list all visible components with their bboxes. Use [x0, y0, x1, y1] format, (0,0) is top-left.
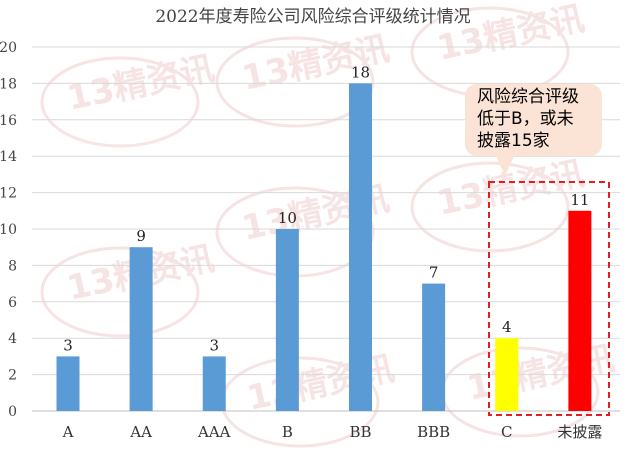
data-label: 3 [63, 336, 73, 354]
highlight-dashed-box [488, 181, 610, 416]
watermark-logo: 13精资讯 [40, 49, 218, 148]
data-label: 11 [570, 191, 589, 209]
bar [202, 356, 226, 411]
data-labels: 3 9 3 10 18 7 4 11 [63, 63, 589, 354]
y-tick-label: 16 [0, 113, 17, 129]
bar [275, 229, 299, 411]
x-tick-label: C [501, 423, 512, 441]
data-label: 9 [136, 227, 146, 245]
data-label: 4 [502, 318, 512, 336]
data-label: 3 [209, 336, 219, 354]
y-tick-label: 0 [8, 404, 17, 420]
x-axis-tick-labels: A AA AAA B BB BBB C 未披露 [62, 423, 603, 441]
x-tick-label: BB [349, 423, 371, 441]
bar [422, 283, 446, 411]
x-tick-label: A [62, 423, 74, 441]
x-tick-label: AA [129, 423, 152, 441]
y-tick-label: 18 [0, 76, 17, 92]
bar [129, 247, 153, 411]
bars [56, 83, 592, 412]
data-label: 10 [278, 209, 297, 227]
bar [349, 83, 372, 412]
y-tick-label: 20 [0, 40, 17, 56]
x-tick-label: B [282, 423, 293, 441]
x-tick-label: AAA [197, 423, 231, 441]
y-tick-label: 12 [0, 186, 17, 202]
callout-pointer [495, 154, 515, 176]
bar [568, 210, 592, 411]
y-tick-label: 2 [8, 368, 17, 384]
y-tick-label: 14 [0, 149, 17, 165]
annotation-callout: 风险综合评级 低于B，或未 披露15家 [465, 84, 602, 156]
x-tick-label: 未披露 [557, 423, 602, 441]
y-tick-label: 4 [8, 331, 17, 347]
data-label: 18 [351, 63, 370, 81]
y-tick-label: 8 [8, 258, 17, 274]
data-label: 7 [429, 264, 439, 282]
watermark-logo: 13精资讯 [440, 339, 618, 438]
y-tick-label: 6 [8, 295, 17, 311]
x-tick-label: BBB [417, 423, 450, 441]
y-axis-tick-labels: 0 2 4 6 8 10 12 14 16 18 20 [0, 40, 17, 420]
watermark-layer: 13精资讯13精资讯13精资讯13精资讯13精资讯13精资讯13精资讯13精资讯 [40, 0, 618, 448]
bar [56, 356, 80, 411]
bar [495, 338, 519, 411]
y-tick-label: 10 [0, 222, 17, 238]
chart-title: 2022年度寿险公司风险综合评级统计情况 [155, 7, 470, 27]
